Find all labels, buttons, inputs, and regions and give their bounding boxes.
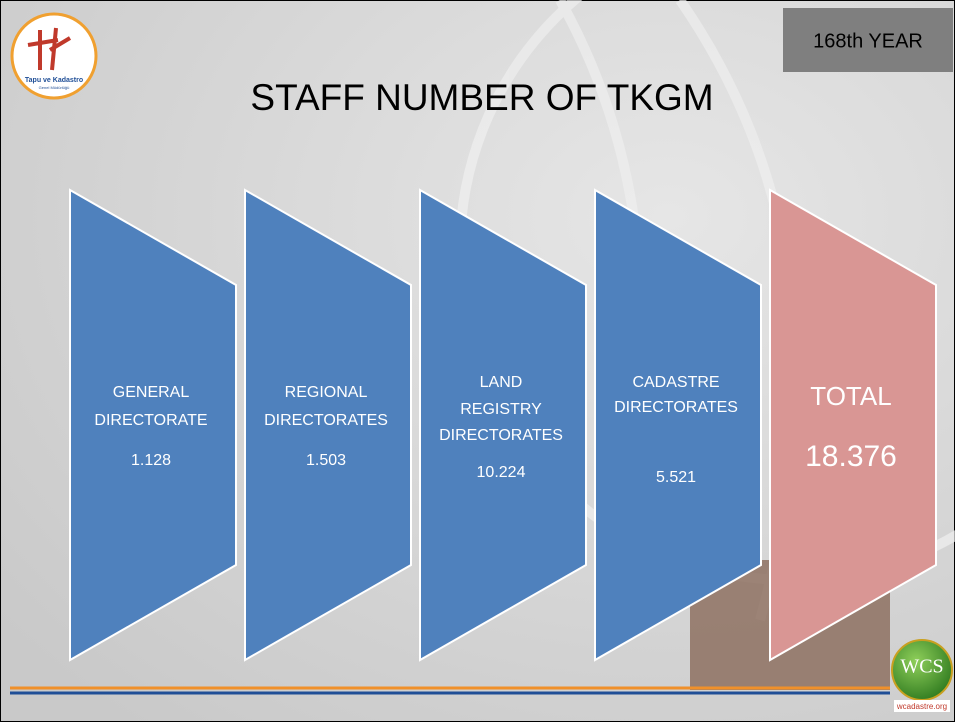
chevron bbox=[419, 188, 587, 662]
node-value: 10.224 bbox=[477, 464, 526, 481]
node-label: DIRECTORATES bbox=[614, 399, 738, 416]
wcs-name: WCS bbox=[900, 656, 943, 678]
node-label: GENERAL bbox=[113, 384, 190, 401]
chevron bbox=[244, 188, 412, 662]
logo-sub: Genel Müdürlüğü bbox=[39, 85, 70, 90]
wcs-url: wcadastre.org bbox=[896, 702, 947, 711]
chevron bbox=[594, 188, 762, 662]
node-label: DIRECTORATE bbox=[94, 412, 207, 429]
badge: 168th YEAR bbox=[813, 30, 923, 52]
node-value: 18.376 bbox=[805, 440, 897, 473]
node-label: REGIONAL bbox=[285, 384, 368, 401]
node-label: DIRECTORATES bbox=[264, 412, 388, 429]
logo-mark bbox=[27, 27, 72, 71]
node-value: 5.521 bbox=[656, 469, 696, 486]
chevron bbox=[69, 188, 237, 662]
node-label: REGISTRY bbox=[460, 401, 542, 418]
nodes: GENERAL DIRECTORATE 1.128 REGIONAL DIRECTORA… bbox=[69, 188, 937, 662]
badge-box bbox=[783, 8, 953, 72]
title: STAFF NUMBER OF TKGM bbox=[250, 77, 713, 118]
node-label: TOTAL bbox=[810, 381, 891, 411]
logo-name: Tapu ve Kadastro bbox=[25, 77, 83, 84]
node-label: DIRECTORATES bbox=[439, 427, 563, 444]
node-label: LAND bbox=[480, 374, 523, 391]
node-label: CADASTRE bbox=[632, 374, 719, 391]
node-value: 1.503 bbox=[306, 452, 346, 469]
wcs-url-box bbox=[894, 700, 950, 712]
node-value: 1.128 bbox=[131, 452, 171, 469]
chevron bbox=[769, 188, 937, 662]
